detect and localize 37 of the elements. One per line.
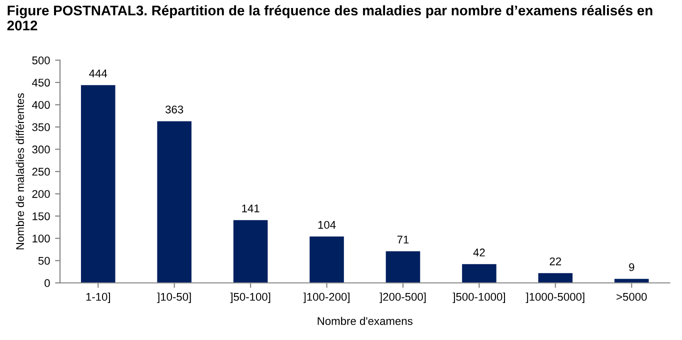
bar xyxy=(233,220,268,283)
x-axis-title: Nombre d'examens xyxy=(318,316,412,326)
data-label: 141 xyxy=(242,204,260,212)
y-tick-label: 500 xyxy=(32,56,50,64)
y-tick-label: 0 xyxy=(44,279,50,288)
x-tick-label: ]100-200] xyxy=(303,292,350,303)
x-tick-label: ]1000-5000] xyxy=(526,292,584,303)
x-tick-label: ]500-1000] xyxy=(452,292,505,303)
y-tick-label: 50 xyxy=(38,256,50,265)
data-label: 71 xyxy=(397,236,409,244)
data-label: 363 xyxy=(165,106,184,114)
x-tick-label: ]50-100] xyxy=(230,292,270,303)
y-tick-label: 200 xyxy=(32,190,50,198)
y-tick-label: 400 xyxy=(32,100,50,109)
data-label: 22 xyxy=(550,257,562,266)
data-label: 9 xyxy=(629,263,634,272)
y-tick-label: 350 xyxy=(32,123,50,132)
y-axis-title: Nombre de maladies différentes xyxy=(16,93,24,250)
x-tick-label: ]10-50] xyxy=(157,292,191,303)
y-tick-label: 250 xyxy=(32,168,50,176)
data-label: 444 xyxy=(89,70,108,78)
x-tick-label: >5000 xyxy=(616,292,647,301)
bar xyxy=(386,251,420,283)
y-tick-label: 300 xyxy=(32,146,50,154)
y-tick-label: 450 xyxy=(32,78,50,87)
x-tick-label: ]200-500] xyxy=(380,292,426,303)
y-tick-label: 150 xyxy=(32,212,50,220)
bar xyxy=(462,264,496,283)
x-tick-label: 1-10] xyxy=(86,292,110,303)
y-tick-label: 100 xyxy=(32,234,50,242)
data-label: 42 xyxy=(473,248,485,256)
bar xyxy=(80,85,116,283)
bar xyxy=(538,273,573,283)
bar xyxy=(310,236,344,283)
data-label: 104 xyxy=(318,220,336,229)
chart-title: Figure POSTNATAL3. Répartition de la fréquence des maladies par nombre d’examens réalisés en 2012 xyxy=(7,5,652,30)
bar xyxy=(157,121,192,283)
